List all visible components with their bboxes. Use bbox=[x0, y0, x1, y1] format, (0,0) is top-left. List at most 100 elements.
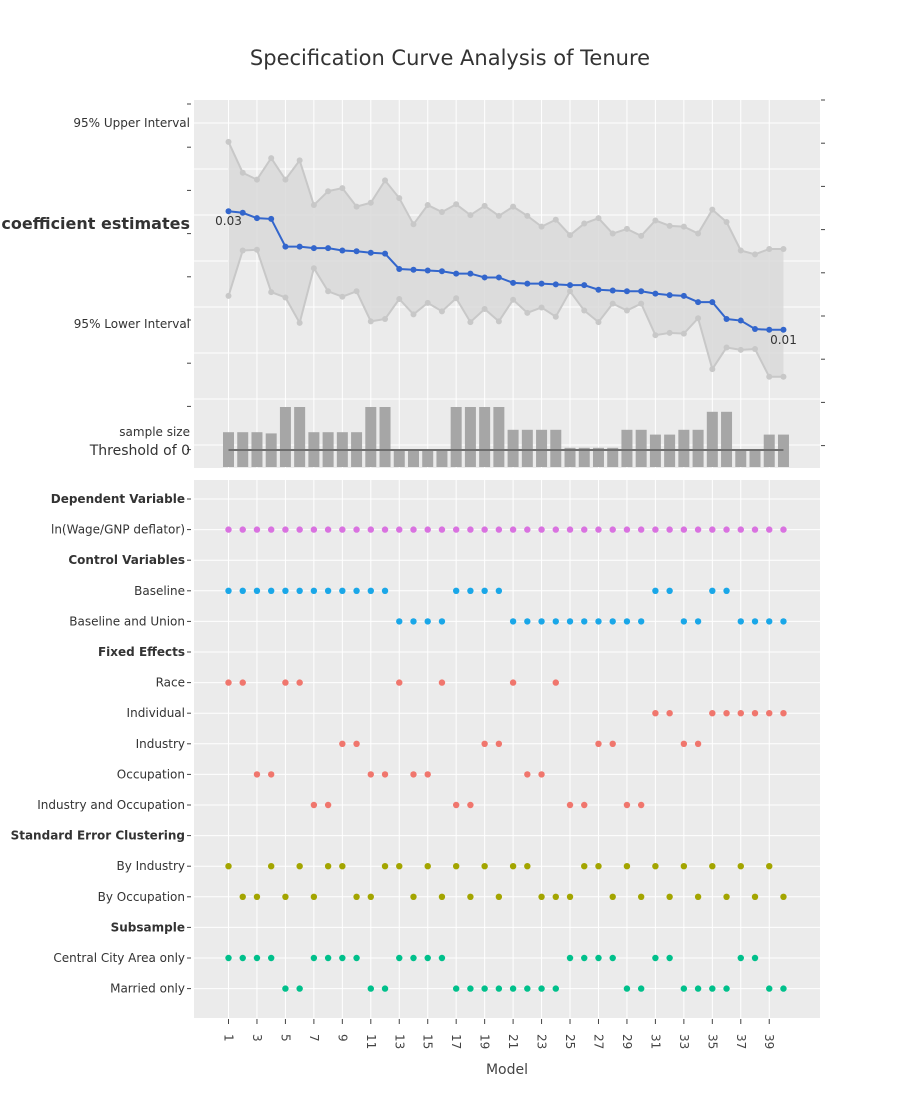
specification-dot bbox=[253, 587, 261, 594]
specification-dot bbox=[225, 526, 232, 533]
lower-interval-point bbox=[367, 318, 374, 325]
sample-size-bar bbox=[422, 449, 434, 467]
row-group-header: Control Variables bbox=[68, 553, 185, 567]
sample-size-bar bbox=[493, 407, 505, 467]
specification-dot bbox=[410, 893, 417, 900]
specification-dot bbox=[751, 954, 759, 962]
specification-dot bbox=[410, 954, 417, 962]
specification-dot bbox=[680, 740, 688, 747]
coefficient-point bbox=[538, 280, 545, 287]
sample-size-bar bbox=[607, 447, 619, 467]
specification-dot bbox=[694, 985, 702, 992]
x-tick-label: 31 bbox=[648, 1034, 662, 1049]
specification-dot bbox=[694, 740, 702, 747]
specification-dot bbox=[438, 618, 446, 625]
specification-dot bbox=[751, 893, 759, 900]
specification-dot bbox=[524, 863, 531, 870]
row-label: Married only bbox=[110, 982, 185, 996]
specification-dot bbox=[410, 771, 417, 778]
specification-dot bbox=[296, 863, 303, 870]
upper-interval-point bbox=[438, 208, 445, 215]
specification-dot bbox=[296, 526, 303, 533]
x-axis-label: Model bbox=[486, 1062, 528, 1078]
specification-dot bbox=[609, 954, 616, 962]
specification-dot bbox=[723, 587, 730, 594]
coefficient-point bbox=[666, 292, 673, 299]
specification-dot bbox=[225, 863, 232, 870]
coefficient-point bbox=[495, 274, 502, 281]
specification-dot bbox=[538, 771, 545, 778]
sample-size-bar bbox=[507, 429, 519, 467]
coefficient-point bbox=[695, 299, 702, 306]
specification-dot bbox=[680, 618, 688, 625]
specification-dot bbox=[424, 863, 431, 870]
upper-interval-point bbox=[752, 251, 759, 258]
upper-interval-point bbox=[367, 199, 374, 206]
specification-dot bbox=[339, 740, 346, 747]
lower-interval-point bbox=[239, 247, 246, 254]
lower-interval-point bbox=[325, 288, 332, 295]
x-tick-label: 33 bbox=[677, 1034, 691, 1049]
upper-interval-point bbox=[552, 216, 559, 223]
specification-dot bbox=[324, 954, 332, 962]
lower-interval-point bbox=[695, 315, 702, 322]
specification-dot bbox=[552, 679, 559, 686]
specification-dot bbox=[709, 587, 716, 594]
specification-dot bbox=[666, 893, 673, 900]
specification-dot bbox=[481, 587, 488, 594]
specification-dot bbox=[609, 893, 616, 900]
specification-dot bbox=[424, 954, 431, 962]
specification-dot bbox=[239, 954, 246, 962]
coefficient-point bbox=[268, 215, 275, 222]
upper-interval-point bbox=[766, 245, 773, 252]
specification-dot bbox=[367, 985, 374, 992]
upper-interval-point bbox=[268, 155, 275, 162]
specification-dot bbox=[637, 985, 645, 992]
row-label: By Occupation bbox=[98, 890, 185, 904]
specification-dot bbox=[737, 954, 744, 962]
x-tick-label: 9 bbox=[335, 1034, 349, 1042]
specification-dot bbox=[381, 526, 389, 533]
coefficient-point bbox=[510, 279, 517, 286]
row-group-header: Fixed Effects bbox=[98, 645, 185, 659]
sample-size-bar bbox=[279, 407, 291, 467]
specification-dot bbox=[310, 954, 318, 962]
specification-dot bbox=[524, 618, 531, 625]
specification-dot bbox=[495, 893, 503, 900]
coefficient-point bbox=[282, 243, 289, 250]
sample-size-bar bbox=[536, 429, 548, 467]
lower-interval-point bbox=[310, 265, 317, 272]
specification-dot bbox=[694, 618, 702, 625]
specification-dot bbox=[709, 863, 716, 870]
specification-dot bbox=[595, 618, 602, 625]
x-tick-label: 11 bbox=[364, 1034, 378, 1049]
specification-dot bbox=[766, 526, 773, 533]
coefficient-point bbox=[253, 215, 260, 222]
specification-dot bbox=[652, 863, 659, 870]
specification-dot bbox=[623, 985, 631, 992]
coefficient-point bbox=[652, 290, 659, 297]
specification-dot bbox=[253, 771, 261, 778]
lower-interval-point bbox=[396, 296, 403, 302]
specification-dot bbox=[367, 771, 374, 778]
coefficient-point bbox=[353, 248, 360, 255]
coefficient-point bbox=[410, 266, 417, 273]
upper-interval-point bbox=[538, 223, 545, 230]
specification-dot bbox=[367, 587, 374, 594]
sample-size-bar bbox=[450, 407, 462, 467]
specification-dot bbox=[780, 985, 787, 992]
lower-interval-point bbox=[709, 366, 716, 373]
specification-dot bbox=[424, 618, 431, 625]
specification-dot bbox=[353, 893, 360, 900]
coefficient-point bbox=[623, 288, 630, 295]
specification-dots bbox=[225, 526, 787, 992]
coefficient-point bbox=[638, 288, 645, 295]
specification-dot bbox=[780, 526, 787, 533]
specification-dot bbox=[552, 618, 559, 625]
specification-dot bbox=[566, 893, 574, 900]
upper-interval-point bbox=[510, 203, 517, 210]
lower-interval-line bbox=[227, 248, 784, 378]
coefficient-point bbox=[225, 208, 232, 215]
upper-interval-point bbox=[680, 223, 687, 230]
